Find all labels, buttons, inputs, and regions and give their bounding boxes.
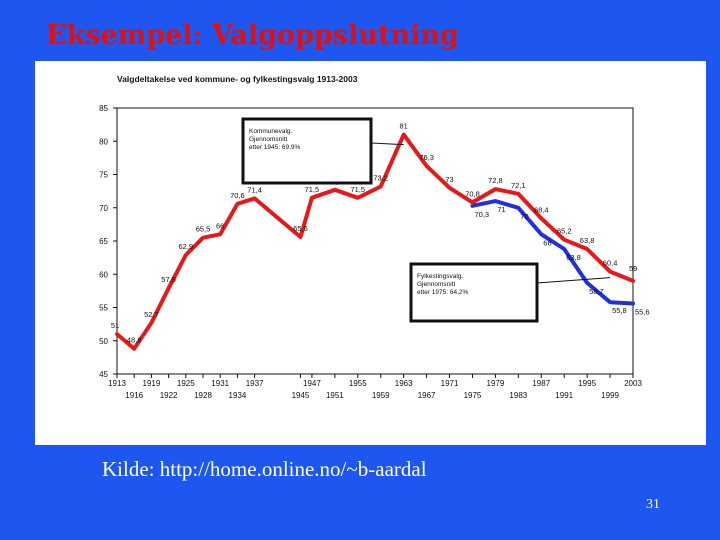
data-label: 57,9 xyxy=(161,275,176,284)
x-tick-label: 1959 xyxy=(372,391,390,400)
data-label: 66 xyxy=(543,238,551,247)
annotation-box xyxy=(241,117,373,185)
plot-frame xyxy=(116,107,634,375)
data-label: 65,6 xyxy=(293,224,308,233)
y-tick-label: 45 xyxy=(99,370,108,379)
x-tick-label: 1975 xyxy=(464,391,482,400)
data-label: 59 xyxy=(629,264,637,273)
data-label: 65,5 xyxy=(196,225,211,234)
y-tick-label: 85 xyxy=(99,104,108,113)
y-tick-label: 75 xyxy=(99,171,108,180)
x-tick-label: 1913 xyxy=(108,379,126,388)
data-label: 71,5 xyxy=(350,185,365,194)
x-tick-label: 1995 xyxy=(578,379,596,388)
annotation-pointer xyxy=(370,142,404,146)
y-tick-label: 65 xyxy=(99,237,108,246)
data-label: 73 xyxy=(445,175,453,184)
x-tick-label: 1922 xyxy=(160,391,178,400)
slide-title: Eksempel: Valgoppslutning xyxy=(46,20,459,51)
data-label: 70,6 xyxy=(230,191,245,200)
x-tick-label: 1947 xyxy=(303,379,321,388)
data-label: 70,3 xyxy=(475,210,490,219)
annotation-text: Kommunevalg. xyxy=(249,128,293,135)
line-chart: Valgdeltakelse ved kommune- og fylkestin… xyxy=(99,74,650,400)
data-label: 70,8 xyxy=(465,189,480,198)
data-label: 73,2 xyxy=(373,174,388,183)
data-label: 81 xyxy=(400,122,408,131)
x-tick-label: 1937 xyxy=(246,379,264,388)
data-label: 58,7 xyxy=(589,287,604,296)
data-label: 51 xyxy=(111,321,119,330)
data-label: 55,6 xyxy=(635,308,650,317)
x-tick-label: 1967 xyxy=(418,391,436,400)
data-label: 63,8 xyxy=(566,253,581,262)
annotation-text: Gjennomsnitt xyxy=(249,136,287,143)
data-label: 76,3 xyxy=(419,153,434,162)
x-tick-label: 1925 xyxy=(177,379,195,388)
x-tick-label: 1951 xyxy=(326,391,344,400)
series-line-fylkestingsvalg xyxy=(470,199,635,306)
series-layer: 51 48,8 52,7 57,9 62,965,5 66 70,671,4 65,6 71,5… xyxy=(111,122,650,351)
annotation-text: Gjennomsnitt xyxy=(417,281,455,288)
x-tick-label: 2003 xyxy=(624,379,642,388)
y-tick-label: 50 xyxy=(99,337,108,346)
x-tick-label: 1971 xyxy=(441,379,459,388)
page-number: 31 xyxy=(646,497,660,512)
data-label: 72,8 xyxy=(488,176,503,185)
y-tick-label: 60 xyxy=(99,270,108,279)
x-tick-label: 1934 xyxy=(229,391,247,400)
x-tick-label: 1979 xyxy=(487,379,505,388)
data-label: 60,4 xyxy=(603,259,618,268)
x-tick-label: 1987 xyxy=(532,379,550,388)
x-tick-label: 1983 xyxy=(509,391,527,400)
y-tick-label: 55 xyxy=(99,304,108,313)
annotation-pointer xyxy=(536,277,611,284)
data-label: 71,4 xyxy=(247,185,262,194)
x-tick-label: 1963 xyxy=(395,379,413,388)
data-label: 52,7 xyxy=(144,310,159,319)
x-tick-label: 1919 xyxy=(143,379,161,388)
axes: 45 50 55 60 65 70 75 80 85 1913 1919 1925 1931 1937 19… xyxy=(99,104,642,400)
annotation-text: etter 1945: 69,9% xyxy=(249,144,301,151)
source-text: Kilde: http://home.online.no/~b-aardal xyxy=(102,457,427,481)
x-tick-label: 1945 xyxy=(292,391,310,400)
data-label: 66 xyxy=(216,221,224,230)
data-label: 70 xyxy=(520,212,528,221)
data-label: 48,8 xyxy=(127,336,142,345)
annotation-text: Fylkestingsvalg. xyxy=(417,273,463,280)
annotation-box xyxy=(409,262,539,323)
chart-title: Valgdeltakelse ved kommune- og fylkestin… xyxy=(117,74,358,84)
annotation-text: etter 1975: 64,2% xyxy=(417,289,469,296)
x-tick-label: 1999 xyxy=(601,391,619,400)
x-tick-label: 1931 xyxy=(211,379,229,388)
y-tick-label: 70 xyxy=(99,204,108,213)
data-label: 71 xyxy=(497,205,505,214)
data-label: 63,8 xyxy=(580,236,595,245)
series-line-kommunevalg xyxy=(115,132,635,351)
data-label: 55,8 xyxy=(612,306,627,315)
y-tick-label: 80 xyxy=(99,137,108,146)
data-label: 65,2 xyxy=(557,227,572,236)
x-tick-label: 1991 xyxy=(555,391,573,400)
x-tick-label: 1916 xyxy=(125,391,143,400)
data-label: 71,5 xyxy=(305,185,320,194)
data-label: 68,4 xyxy=(534,205,549,214)
chart-panel: Valgdeltakelse ved kommune- og fylkestin… xyxy=(35,61,706,445)
data-label: 72,1 xyxy=(511,181,526,190)
data-label: 62,9 xyxy=(178,242,193,251)
x-tick-label: 1928 xyxy=(194,391,212,400)
x-tick-label: 1955 xyxy=(349,379,367,388)
